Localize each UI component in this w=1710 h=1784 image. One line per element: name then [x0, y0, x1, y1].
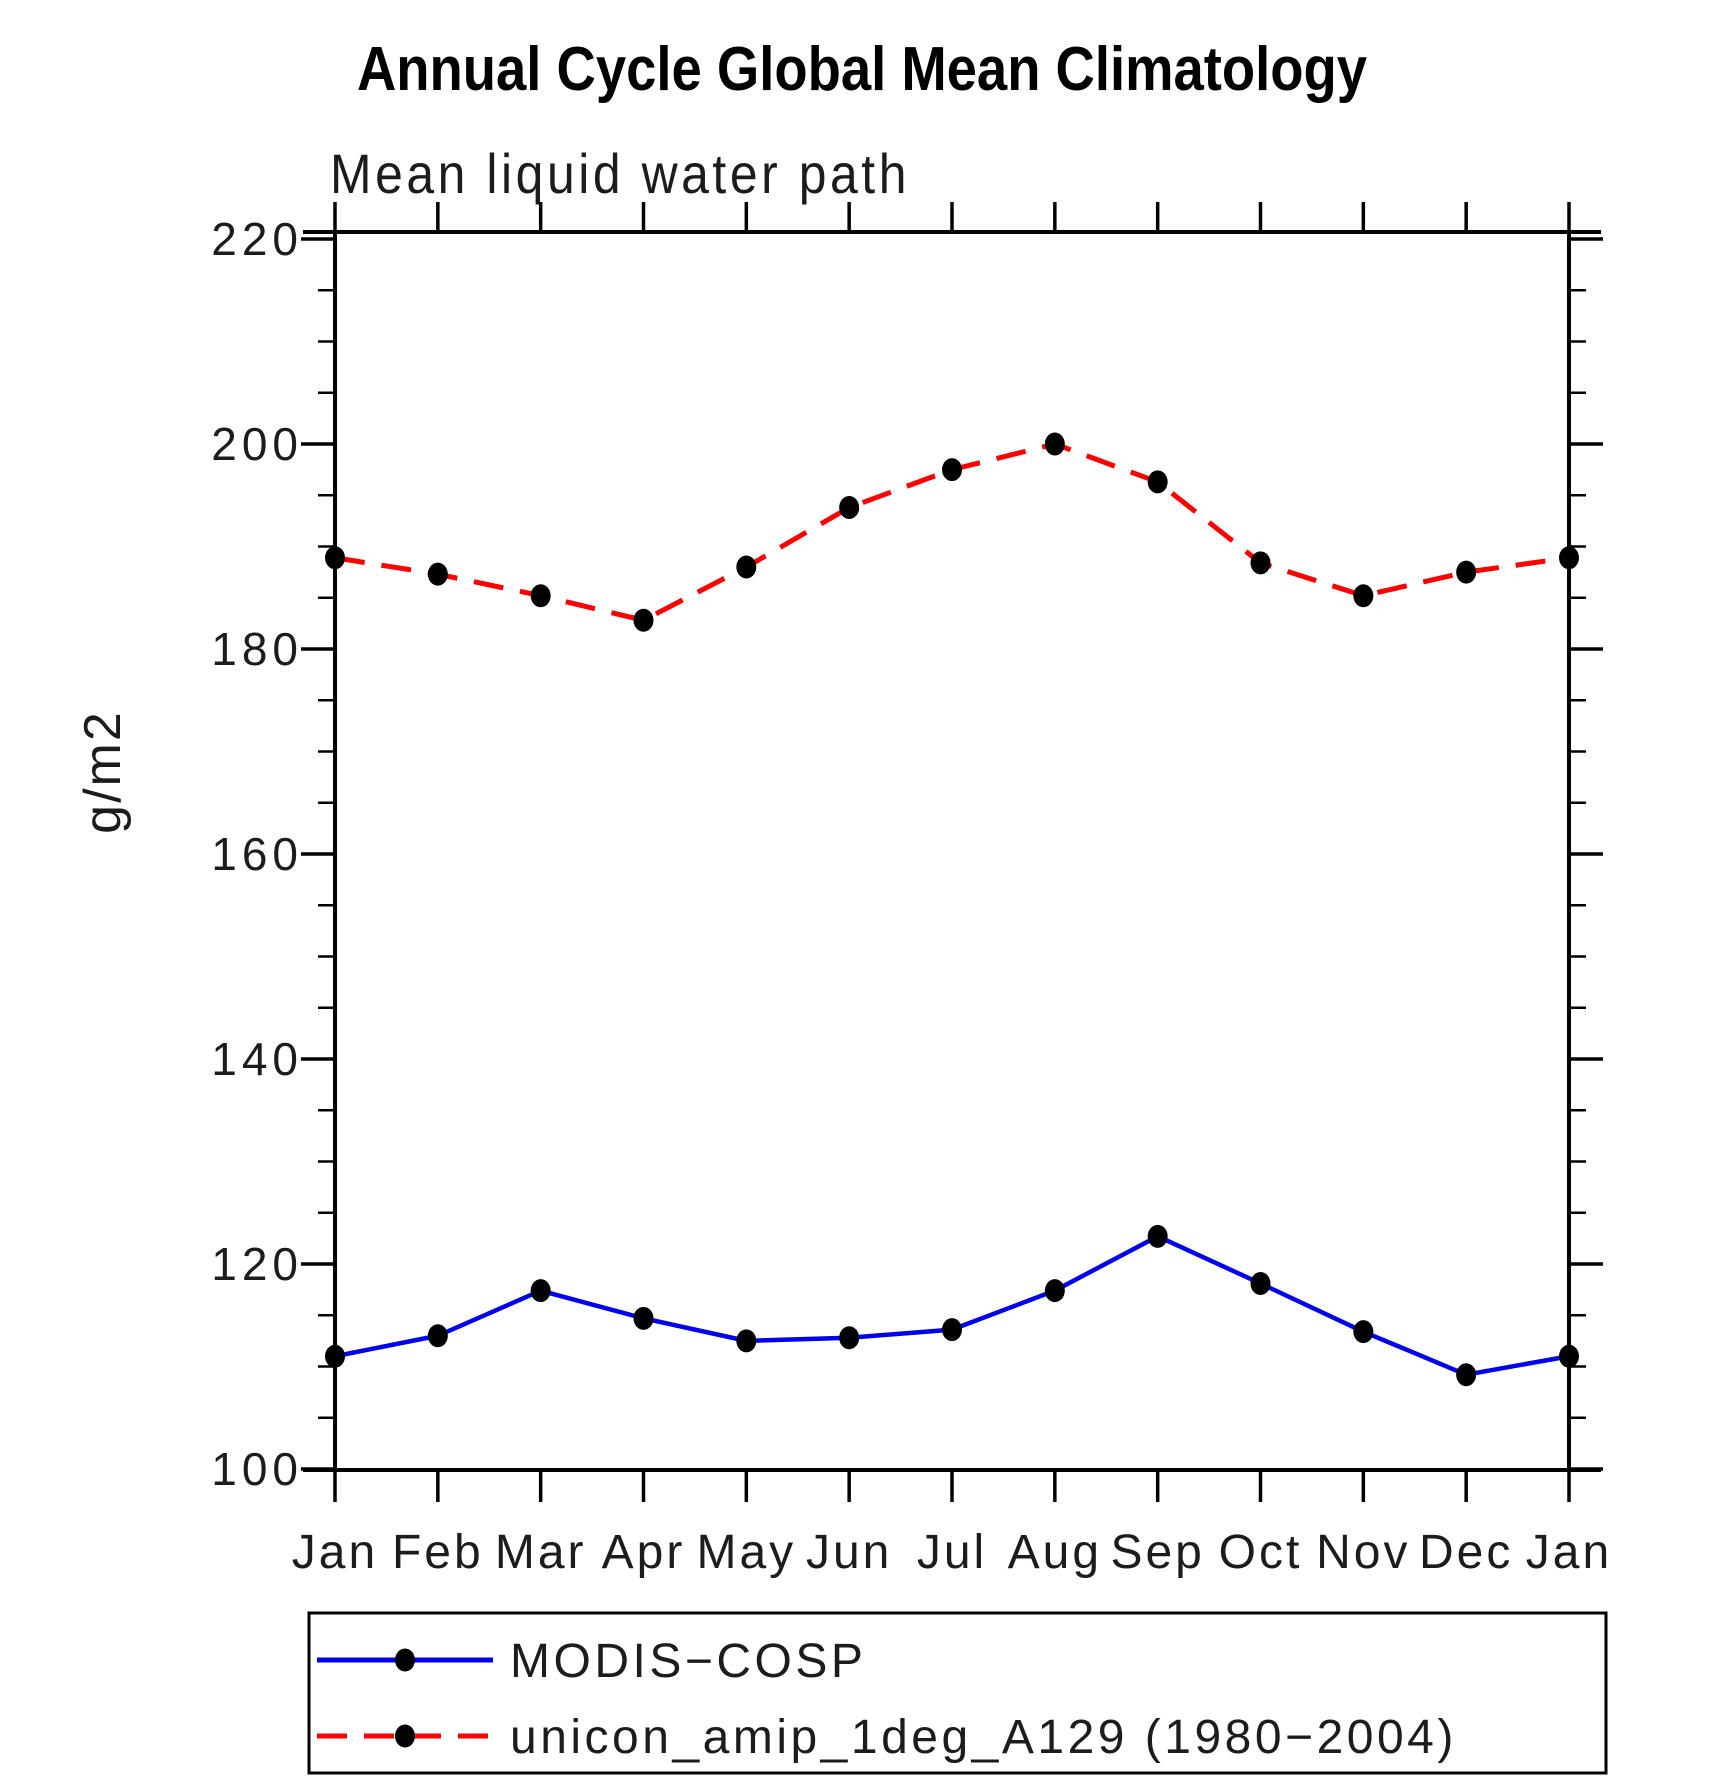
data-point-marker	[1147, 1224, 1168, 1248]
y-tick-label: 100	[211, 1443, 303, 1495]
x-tick-label: Jan	[292, 1526, 378, 1579]
x-tick-label: Jul	[917, 1526, 987, 1579]
data-point-marker	[1044, 432, 1065, 456]
data-point-marker	[427, 1324, 448, 1348]
data-point-marker	[1559, 1344, 1579, 1368]
legend-swatch-marker	[395, 1724, 415, 1748]
data-point-marker	[1353, 1320, 1374, 1344]
data-point-marker	[427, 562, 448, 586]
y-tick-label: 160	[211, 828, 303, 880]
series-line-modis-cosp	[334, 1234, 1570, 1377]
x-tick-label: Apr	[602, 1526, 686, 1579]
x-tick-label: Jan	[1526, 1526, 1612, 1579]
x-tick-label: Oct	[1219, 1526, 1303, 1579]
data-point-marker	[325, 546, 345, 570]
data-point-marker	[839, 1326, 860, 1350]
data-point-marker	[1353, 584, 1374, 608]
x-tick-label: Mar	[495, 1526, 587, 1579]
legend-swatch-marker	[395, 1648, 415, 1672]
y-tick-label: 180	[211, 623, 303, 675]
data-point-marker	[325, 1344, 345, 1368]
x-tick-label: Sep	[1110, 1526, 1204, 1579]
data-point-marker	[1456, 1363, 1477, 1387]
y-tick-label: 220	[211, 213, 303, 265]
x-tick-label: Feb	[392, 1526, 484, 1579]
legend-box	[307, 1611, 1608, 1775]
chart-title: Annual Cycle Global Mean Climatology	[357, 35, 1367, 104]
x-tick-label: Jun	[806, 1526, 892, 1579]
data-point-marker	[736, 555, 757, 579]
data-point-marker	[736, 1329, 757, 1353]
y-tick-label: 120	[211, 1238, 303, 1290]
legend-label: MODIS−COSP	[510, 1635, 866, 1688]
y-tick-label: 200	[211, 418, 303, 470]
data-point-marker	[1044, 1279, 1065, 1303]
chart-subtitle: Mean liquid water path	[330, 142, 910, 205]
data-point-marker	[839, 496, 860, 520]
x-tick-label: Aug	[1008, 1526, 1102, 1579]
x-tick-label: Nov	[1316, 1526, 1410, 1579]
data-point-marker	[942, 1318, 962, 1342]
x-tick-label: Dec	[1419, 1526, 1513, 1579]
data-point-marker	[633, 1306, 654, 1330]
y-axis-label: g/m2	[74, 710, 132, 834]
legend-label: unicon_amip_1deg_A129 (1980−2004)	[510, 1711, 1457, 1764]
data-point-marker	[1147, 470, 1168, 494]
data-point-marker	[1456, 560, 1477, 584]
data-point-marker	[530, 1279, 551, 1303]
data-point-marker	[1250, 1271, 1271, 1295]
data-point-marker	[633, 608, 654, 632]
data-point-marker	[1250, 551, 1271, 575]
y-tick-label: 140	[211, 1033, 303, 1085]
data-point-marker	[942, 458, 962, 482]
x-tick-label: May	[696, 1526, 796, 1579]
data-point-marker	[530, 584, 551, 608]
plot-area: Jan Feb Mar Apr May Jun Jul Aug Sep Oct Nov Dec Jan1…	[211, 202, 1612, 1775]
data-point-marker	[1559, 546, 1579, 570]
